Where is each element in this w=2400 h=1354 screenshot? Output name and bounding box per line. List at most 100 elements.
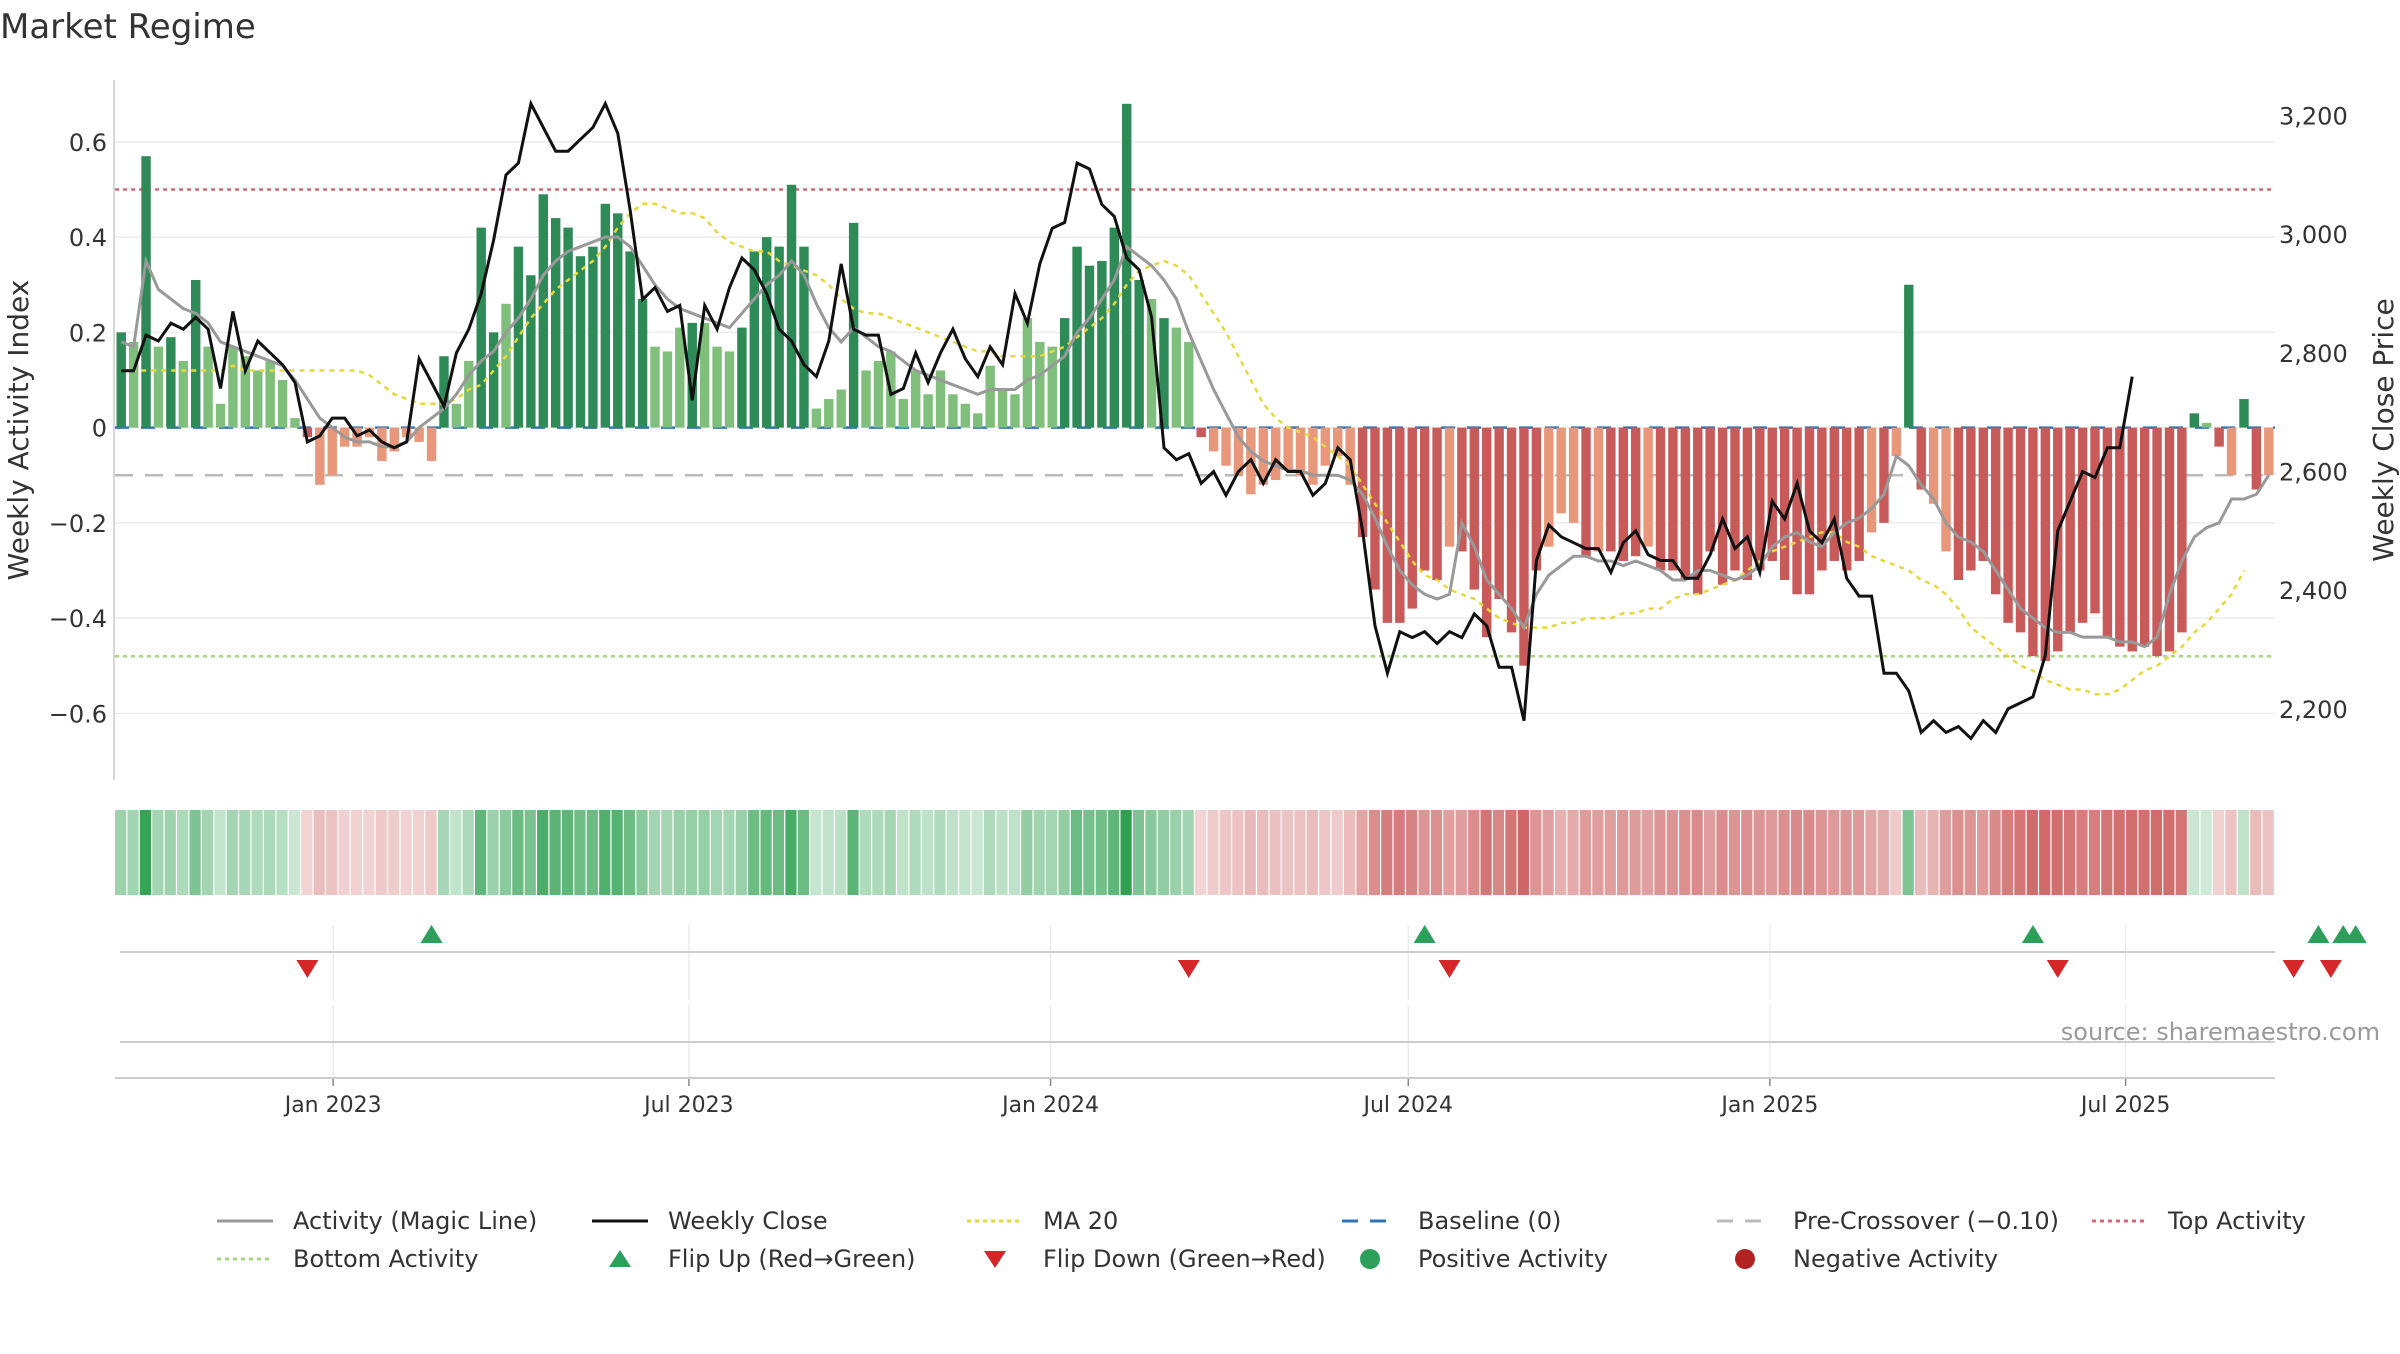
legend-item: Bottom Activity <box>215 1243 478 1275</box>
activity-bar <box>2202 422 2212 428</box>
legend-item: Weekly Close <box>590 1205 828 1237</box>
chart-title: Market Regime <box>0 7 256 47</box>
activity-bar <box>762 237 772 428</box>
activity-bar <box>1618 427 1628 561</box>
activity-bar <box>1854 427 1864 561</box>
activity-bar <box>1159 318 1169 428</box>
regime-strip-cell <box>847 810 859 895</box>
regime-strip-cell <box>1666 810 1678 895</box>
regime-strip-cell <box>388 810 400 895</box>
regime-strip-cell <box>1381 810 1393 895</box>
regime-strip-cell <box>1319 810 1331 895</box>
activity-bar <box>1506 427 1517 633</box>
activity-bar <box>2015 427 2026 633</box>
regime-strip-cell <box>599 810 611 895</box>
regime-strip-cell <box>475 810 487 895</box>
x-tick-label: Jul 2023 <box>642 1093 734 1118</box>
activity-bar <box>277 380 288 428</box>
activity-bar <box>898 399 908 428</box>
flip-up-marker <box>2021 925 2044 943</box>
activity-bar <box>1730 427 1740 571</box>
regime-strip-cell <box>1939 810 1952 895</box>
activity-bar <box>1084 265 1095 428</box>
regime-strip-cell <box>971 810 983 895</box>
legend-item: Flip Down (Green→Red) <box>965 1243 1326 1275</box>
activity-bar <box>1221 427 1231 466</box>
activity-bar <box>1742 427 1753 580</box>
activity-bar <box>476 227 486 428</box>
regime-strip-cell <box>2101 810 2113 895</box>
activity-bar <box>426 427 437 461</box>
activity-bar <box>1767 427 1777 561</box>
x-tick-label: Jan 2025 <box>1719 1093 1818 1118</box>
regime-strip-cell <box>2138 810 2150 895</box>
activity-bar <box>1382 427 1393 623</box>
regime-strip-cell <box>1641 810 1654 895</box>
activity-bar <box>1941 427 1951 552</box>
activity-bar <box>712 346 722 428</box>
regime-strip-cell <box>2076 810 2088 895</box>
activity-bar <box>464 360 474 428</box>
regime-strip-cell <box>797 810 809 895</box>
activity-bar <box>1680 427 1691 580</box>
activity-bar <box>215 403 226 428</box>
regime-strip-cell <box>1182 810 1194 895</box>
y-tick-label-right: 2,200 <box>2279 696 2348 724</box>
activity-bar <box>2003 427 2013 623</box>
regime-strip-cell <box>561 810 574 895</box>
regime-strip-cell <box>1579 810 1592 895</box>
regime-strip-cell <box>1890 810 1902 895</box>
regime-strip-cell <box>1567 810 1579 895</box>
y-tick-label-left: 0.4 <box>69 224 107 252</box>
flip-down-marker <box>1177 960 1200 978</box>
regime-strip-cell <box>1703 810 1716 895</box>
legend-swatch <box>1342 1219 1398 1223</box>
activity-bar <box>1866 427 1877 533</box>
regime-strip-cell <box>623 810 636 895</box>
activity-bar <box>1804 427 1815 595</box>
y-axis-label-right: Weekly Close Price <box>2367 298 2400 561</box>
activity-bar <box>1022 318 1033 428</box>
regime-strip-cell <box>2175 810 2187 895</box>
regime-strip-cell <box>425 810 437 895</box>
regime-strip-cell <box>276 810 288 895</box>
activity-bar <box>253 370 263 428</box>
legend-swatch <box>1717 1219 1773 1223</box>
activity-bar <box>1606 427 1616 552</box>
regime-strip-cell <box>921 810 934 895</box>
regime-strip-cell <box>1815 810 1827 895</box>
activity-bar <box>650 346 660 428</box>
activity-bar <box>1556 427 1566 514</box>
regime-strip-cell <box>1331 810 1343 895</box>
activity-bar <box>873 360 884 428</box>
regime-strip-cell <box>1542 810 1554 895</box>
regime-strip-cell <box>2063 810 2076 895</box>
legend-label: Bottom Activity <box>293 1245 479 1273</box>
legend-item: Flip Up (Red→Green) <box>590 1243 916 1275</box>
regime-strip-cell <box>859 810 872 895</box>
activity-bar <box>1966 427 1976 571</box>
activity-bar <box>613 213 623 428</box>
activity-bar <box>1345 427 1355 485</box>
activity-bar <box>1953 427 1964 580</box>
activity-bar <box>1308 427 1318 485</box>
activity-bar <box>1928 427 1939 504</box>
activity-bar <box>2090 427 2100 614</box>
regime-strip-cell <box>1021 810 1033 895</box>
regime-strip-cell <box>1989 810 2001 895</box>
activity-bar <box>1171 327 1182 428</box>
activity-bar <box>1233 427 1244 476</box>
activity-bar <box>2152 427 2162 657</box>
activity-bar <box>302 427 313 438</box>
regime-strip-cell <box>251 810 263 895</box>
activity-bar <box>662 351 673 428</box>
activity-bar <box>1990 427 2001 595</box>
regime-strip-cell <box>1195 810 1207 895</box>
regime-strip-cell <box>2001 810 2014 895</box>
y-tick-label-left: 0.2 <box>69 319 107 347</box>
regime-strip-cell <box>1430 810 1443 895</box>
activity-bar <box>1035 341 1045 428</box>
x-tick-label: Jul 2025 <box>2079 1093 2171 1118</box>
regime-strip-cell <box>772 810 785 895</box>
regime-strip-cell <box>226 810 238 895</box>
